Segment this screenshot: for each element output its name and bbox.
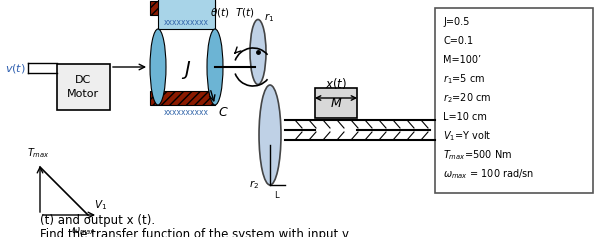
Text: $T_{max}$=500 Nm: $T_{max}$=500 Nm — [443, 148, 512, 162]
Text: $x(t)$: $x(t)$ — [325, 76, 347, 91]
Text: $r_1$: $r_1$ — [264, 12, 274, 24]
Bar — [150, 1, 215, 15]
Text: $J$: $J$ — [181, 59, 192, 81]
Ellipse shape — [259, 85, 281, 185]
Bar — [158, 0, 215, 29]
Text: J=0.5: J=0.5 — [443, 17, 469, 27]
Text: $\omega_{max}$: $\omega_{max}$ — [72, 225, 97, 237]
Bar — [315, 88, 357, 118]
Text: xxxxxxxxxx: xxxxxxxxxx — [164, 18, 209, 27]
Text: L: L — [274, 191, 279, 201]
Text: $M$: $M$ — [330, 96, 342, 109]
Bar — [150, 91, 215, 105]
Text: $r_1$=5 cm: $r_1$=5 cm — [443, 72, 485, 86]
Ellipse shape — [250, 19, 266, 85]
Text: $v(t)$: $v(t)$ — [5, 61, 26, 74]
Text: $C$: $C$ — [218, 105, 229, 118]
Text: $r_2$=20 cm: $r_2$=20 cm — [443, 91, 491, 105]
Bar — [435, 8, 593, 193]
Text: L=10 cm: L=10 cm — [443, 112, 487, 122]
Ellipse shape — [207, 29, 223, 105]
Text: $T_{max}$: $T_{max}$ — [27, 146, 50, 160]
Text: $\theta(t)$  $T(t)$: $\theta(t)$ $T(t)$ — [210, 5, 255, 18]
Text: (t) and output x (t).: (t) and output x (t). — [40, 214, 155, 227]
Bar — [57, 64, 110, 110]
Text: $V_1$: $V_1$ — [94, 198, 107, 212]
Text: $V_1$=Y volt: $V_1$=Y volt — [443, 129, 491, 143]
Text: $\omega_{max}$ = 100 rad/sn: $\omega_{max}$ = 100 rad/sn — [443, 167, 534, 181]
Text: M=100’: M=100’ — [443, 55, 481, 65]
Text: Find the transfer function of the system with input v: Find the transfer function of the system… — [40, 228, 349, 237]
Text: DC
Motor: DC Motor — [67, 75, 99, 99]
Text: $r_2$: $r_2$ — [249, 179, 259, 191]
Text: xxxxxxxxxx: xxxxxxxxxx — [164, 108, 209, 117]
Text: C=0.1: C=0.1 — [443, 36, 473, 46]
Ellipse shape — [150, 29, 166, 105]
